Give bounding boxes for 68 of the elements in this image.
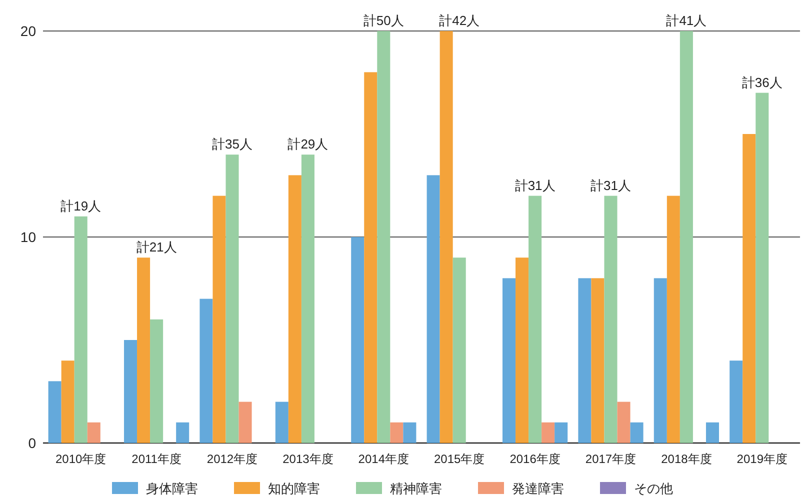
bar bbox=[74, 216, 88, 443]
bar bbox=[516, 258, 529, 443]
bar bbox=[212, 196, 226, 443]
legend-label: 精神障害 bbox=[390, 481, 442, 496]
bar bbox=[730, 360, 743, 443]
total-label: 計21人 bbox=[136, 240, 177, 255]
total-label: 計35人 bbox=[212, 136, 252, 152]
bar bbox=[554, 422, 568, 443]
legend-label: 知的障害 bbox=[268, 481, 320, 496]
bar bbox=[502, 278, 516, 443]
bar bbox=[440, 31, 453, 443]
y-tick-label: 10 bbox=[20, 229, 36, 245]
bar bbox=[351, 237, 364, 443]
bar bbox=[176, 422, 190, 443]
y-tick-label: 0 bbox=[28, 435, 36, 451]
bar bbox=[630, 422, 644, 443]
bar bbox=[680, 31, 693, 443]
bar bbox=[48, 381, 62, 443]
bar bbox=[137, 258, 150, 443]
total-label: 計41人 bbox=[666, 13, 707, 28]
bar bbox=[706, 422, 719, 443]
x-tick-label: 2012年度 bbox=[206, 452, 258, 466]
bar bbox=[301, 154, 314, 443]
bar bbox=[742, 134, 756, 443]
bar bbox=[617, 402, 630, 443]
bar bbox=[238, 402, 252, 443]
bar bbox=[542, 422, 555, 443]
total-label: 計42人 bbox=[439, 13, 480, 28]
x-tick-label: 2018年度 bbox=[661, 452, 712, 466]
x-tick-label: 2016年度 bbox=[510, 452, 560, 466]
legend-label: 発達障害 bbox=[512, 481, 564, 496]
total-label: 計31人 bbox=[514, 178, 556, 193]
bar bbox=[61, 360, 74, 443]
total-label: 計19人 bbox=[60, 198, 102, 214]
text: その他 bbox=[634, 481, 673, 496]
total-label: 計50人 bbox=[363, 13, 404, 28]
bar bbox=[200, 298, 213, 443]
total-label: 計29人 bbox=[288, 136, 328, 152]
bar bbox=[426, 175, 440, 443]
bar bbox=[226, 154, 239, 443]
x-tick-label: 2019年度 bbox=[736, 452, 788, 466]
bar bbox=[604, 196, 618, 443]
bar bbox=[364, 72, 378, 443]
bar bbox=[150, 319, 164, 443]
bar bbox=[124, 340, 138, 443]
x-tick-label: 2013年度 bbox=[282, 452, 334, 466]
bar bbox=[578, 278, 592, 443]
bar bbox=[756, 92, 769, 443]
x-tick-label: 2010年度 bbox=[56, 452, 106, 466]
x-tick-label: 2017年度 bbox=[585, 452, 636, 466]
total-label: 計31人 bbox=[590, 178, 631, 193]
bar bbox=[654, 278, 667, 443]
total-label: 計36人 bbox=[742, 74, 782, 90]
bar bbox=[288, 175, 302, 443]
bar bbox=[591, 278, 604, 443]
x-tick-label: 2014年度 bbox=[358, 452, 409, 466]
y-tick-label: 20 bbox=[20, 23, 36, 39]
x-tick-label: 2011年度 bbox=[132, 452, 182, 466]
bar bbox=[666, 196, 680, 443]
bar bbox=[87, 422, 100, 443]
bar bbox=[452, 258, 466, 443]
bar bbox=[377, 31, 390, 443]
bar bbox=[528, 196, 542, 443]
bar bbox=[403, 422, 416, 443]
bar bbox=[275, 402, 288, 443]
legend-label: 身体障害 bbox=[146, 481, 198, 496]
bar bbox=[390, 422, 404, 443]
x-tick-label: 2015年度 bbox=[434, 452, 485, 466]
